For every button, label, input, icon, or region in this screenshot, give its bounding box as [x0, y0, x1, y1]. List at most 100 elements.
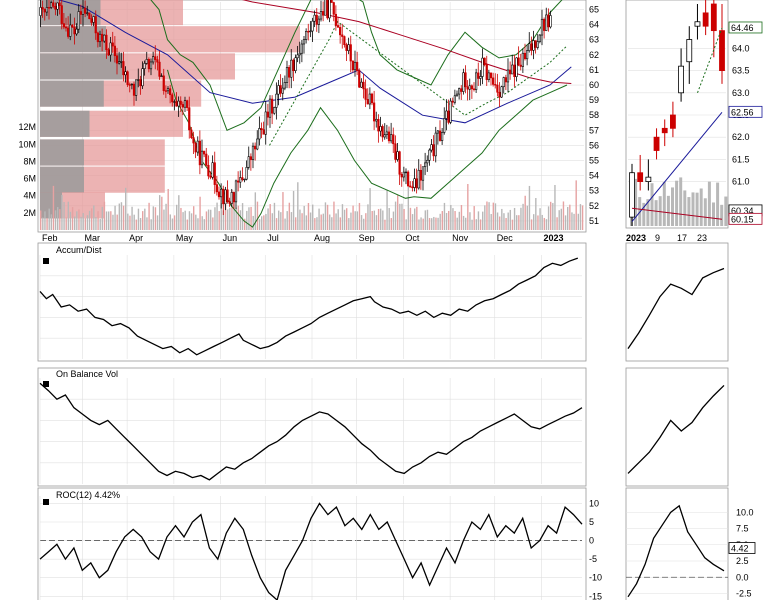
volume-bar — [159, 195, 161, 230]
volume-bar — [171, 218, 174, 230]
volume-bar — [486, 201, 488, 230]
volume-bar — [86, 215, 89, 230]
volume-bar — [282, 192, 284, 230]
candle-body — [152, 56, 155, 63]
candle-body — [302, 39, 306, 45]
volume-bar — [322, 213, 325, 230]
volume-bar — [135, 219, 138, 230]
candle-body — [489, 72, 493, 79]
volume-bar — [543, 217, 546, 230]
zoom-content: 61.061.562.062.563.063.564.064.4662.5660… — [626, 0, 763, 243]
volume-bar — [371, 210, 373, 230]
volume-bar — [433, 216, 435, 230]
candle-body — [453, 95, 456, 103]
candle-body — [183, 100, 187, 108]
candle-body — [251, 145, 255, 160]
candle-body — [521, 52, 524, 67]
legend-marker — [43, 381, 49, 387]
volume-bar — [420, 217, 422, 230]
volume-bar — [367, 204, 369, 230]
volume-bar — [435, 217, 437, 230]
candle-body — [481, 57, 484, 77]
candle-body — [213, 162, 216, 185]
candle-body — [387, 131, 391, 142]
volume-bar — [284, 218, 286, 230]
volume-bar — [326, 204, 329, 230]
volume-bar — [120, 202, 123, 230]
volume-bar — [405, 219, 407, 230]
zoom-candle-body — [678, 65, 684, 94]
volume-bar — [573, 213, 575, 230]
candle-body — [407, 171, 410, 187]
candle-body — [296, 54, 299, 59]
volume-bar — [150, 219, 152, 230]
candle-body — [305, 31, 308, 40]
candle-body — [451, 100, 454, 103]
candle-body — [415, 178, 418, 189]
roc-value-label: 4.42 — [731, 544, 749, 554]
candle-body — [56, 2, 59, 10]
candle-body — [319, 11, 323, 20]
zoom-volume-bar — [712, 202, 715, 226]
volume-bar — [76, 211, 78, 230]
volume-bar — [303, 205, 305, 230]
candle-body — [154, 56, 157, 60]
candle-body — [264, 111, 267, 135]
zoom-tick-label: 61.5 — [732, 154, 750, 164]
candle-body — [188, 107, 191, 131]
candle-body — [341, 34, 344, 37]
zoom-candle-body — [694, 21, 701, 27]
volume-bar — [137, 208, 140, 230]
indicator-tick-label: 5 — [589, 517, 594, 527]
volume-bar — [292, 190, 295, 230]
candle-body — [424, 162, 427, 168]
volume-bar — [188, 211, 191, 230]
zoom-volume-bar — [703, 198, 707, 226]
candle-body — [169, 88, 172, 96]
price-tick-label: 56 — [589, 140, 599, 150]
volume-bar — [507, 212, 509, 230]
volume-bar — [142, 211, 144, 230]
indicator-tick-label: 0 — [589, 536, 594, 546]
obv-title: On Balance Vol — [56, 369, 118, 379]
candle-body — [526, 50, 529, 60]
volume-bar — [465, 217, 467, 230]
candle-body — [458, 88, 461, 95]
candle-body — [226, 189, 229, 203]
volume-bar — [112, 214, 114, 230]
price-panel: 51 52 53 54 55 56 57 58 59 60 61 62 63 64 65 2M 4M 6M 8M 1… — [18, 0, 599, 243]
volume-bar — [352, 205, 354, 230]
month-tick-label: 2023 — [544, 233, 564, 243]
candle-body — [351, 60, 354, 71]
candle-body — [198, 140, 201, 166]
volume-bar — [269, 204, 271, 230]
candle-body — [336, 25, 340, 28]
volume-bar — [173, 215, 176, 230]
candle-body — [332, 2, 335, 15]
candle-body — [128, 84, 131, 86]
overlay-tick-label: 0.0 — [736, 572, 749, 582]
candle-body — [230, 192, 233, 204]
volume-bar — [105, 211, 108, 230]
zoom-panel: 61.061.562.062.563.063.564.064.4662.5660… — [625, 0, 763, 243]
candle-body — [237, 180, 240, 183]
candle-body — [434, 132, 437, 157]
zoom-volume-bar — [695, 192, 699, 226]
volume-bar — [254, 192, 257, 230]
volume-bar — [499, 216, 501, 230]
candle-body — [483, 57, 486, 66]
volume-bars — [40, 180, 584, 230]
obv-panel: On Balance Vol — [37, 367, 729, 487]
volume-bar — [235, 207, 237, 230]
candle-body — [217, 191, 221, 198]
candle-body — [71, 24, 74, 28]
zoom-tick-label: 63.5 — [732, 66, 750, 76]
candle-body — [356, 61, 359, 71]
volume-bar — [133, 214, 135, 230]
volume-bar — [388, 208, 390, 230]
month-axis-ticks: Feb Mar Apr May Jun Jul Aug Sep Oct Nov Dec 2023 — [42, 233, 564, 243]
candle-body — [41, 7, 44, 10]
volume-bar — [314, 218, 316, 230]
zoom-candle-body — [629, 172, 635, 218]
candle-body — [171, 94, 174, 103]
